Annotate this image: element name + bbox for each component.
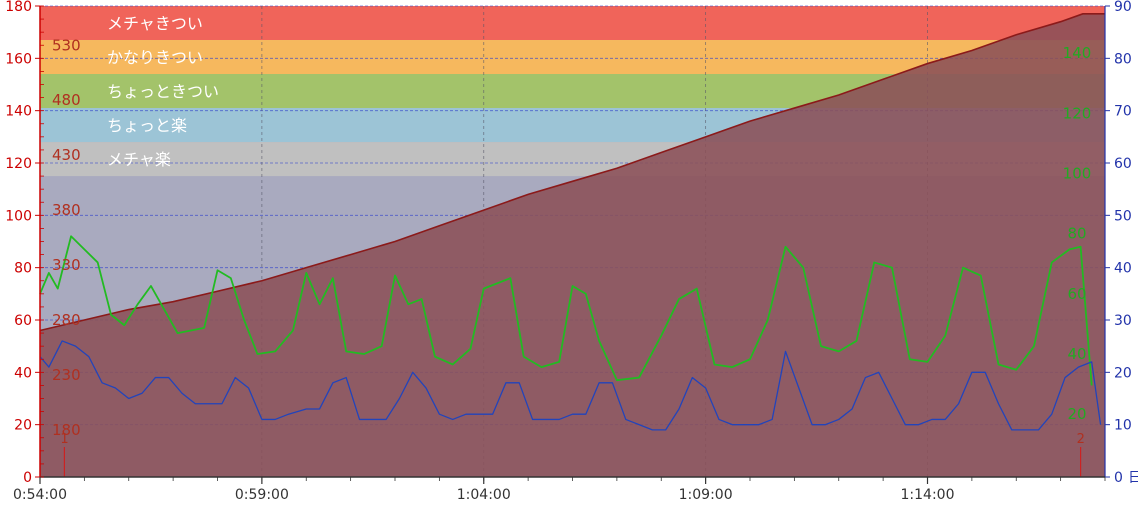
inner-green-tick-6: 140 xyxy=(1063,44,1092,62)
inner-green-tick-5: 120 xyxy=(1063,104,1092,122)
left-tick-label-8: 160 xyxy=(5,51,32,67)
zone-label-1: メチャきつい xyxy=(107,14,203,33)
right-tick-label-4: 40 xyxy=(1114,261,1132,277)
left-tick-label-6: 120 xyxy=(5,156,32,172)
right-tick-label-3: 30 xyxy=(1114,313,1132,329)
zone-label-5: メチャ楽 xyxy=(107,150,171,169)
x-tick-label-0: 0:54:00 xyxy=(13,487,67,503)
lap-marker-label-1: 1 xyxy=(60,432,68,447)
inner-scale-labels: 1802302803303804304805305806306807302040… xyxy=(52,36,1092,439)
inner-green-tick-2: 60 xyxy=(1067,285,1086,303)
zone-label-4: ちょっと楽 xyxy=(107,116,187,135)
zone-label-3: ちょっときつい xyxy=(107,82,219,101)
inner-red-tick-6: 480 xyxy=(52,91,81,109)
inner-green-tick-0: 20 xyxy=(1067,405,1086,423)
x-tick-label-1: 0:59:00 xyxy=(235,487,289,503)
right-tick-label-2: 20 xyxy=(1114,365,1132,381)
right-tick-label-5: 50 xyxy=(1114,208,1132,224)
right-tick-label-6: 60 xyxy=(1114,156,1132,172)
zone-band-1 xyxy=(40,6,1105,41)
heart-rate-line xyxy=(39,235,1093,386)
x-tick-label-2: 1:04:00 xyxy=(457,487,511,503)
inner-red-tick-3: 330 xyxy=(52,256,81,274)
left-tick-label-9: 180 xyxy=(5,0,32,15)
inner-red-tick-1: 230 xyxy=(52,366,81,384)
inner-red-tick-5: 430 xyxy=(52,146,81,164)
left-tick-label-2: 40 xyxy=(14,365,32,381)
right-tick-label-7: 70 xyxy=(1114,104,1132,120)
left-tick-label-0: 0 xyxy=(23,470,32,486)
elevation-line xyxy=(39,13,1105,332)
left-tick-label-4: 80 xyxy=(14,261,32,277)
right-tick-label-1: 10 xyxy=(1114,418,1132,434)
chart-axes: 0204060801001201401601800102030405060708… xyxy=(5,0,1138,503)
elevation-area xyxy=(40,13,1105,477)
inner-green-tick-3: 80 xyxy=(1067,225,1086,243)
left-tick-label-1: 20 xyxy=(14,418,32,434)
left-tick-label-3: 60 xyxy=(14,313,32,329)
left-tick-label-5: 100 xyxy=(5,208,32,224)
lap-marker-label-2: 2 xyxy=(1077,432,1085,447)
inner-red-tick-0: 180 xyxy=(52,421,81,439)
right-tick-label-8: 80 xyxy=(1114,51,1132,67)
blue-line xyxy=(39,340,1102,431)
zone-label-2: かなりきつい xyxy=(107,48,203,67)
right-tick-label-9: 90 xyxy=(1114,0,1132,15)
inner-red-tick-2: 280 xyxy=(52,311,81,329)
right-tick-label-0: 0 xyxy=(1114,470,1123,486)
inner-green-tick-1: 40 xyxy=(1067,345,1086,363)
inner-green-tick-4: 100 xyxy=(1063,164,1092,182)
inner-red-tick-4: 380 xyxy=(52,201,81,219)
right-axis-unit: 日 xyxy=(1128,470,1138,486)
left-tick-label-7: 140 xyxy=(5,104,32,120)
x-tick-label-3: 1:09:00 xyxy=(679,487,733,503)
inner-red-tick-7: 530 xyxy=(52,36,81,54)
x-tick-label-4: 1:14:00 xyxy=(901,487,955,503)
